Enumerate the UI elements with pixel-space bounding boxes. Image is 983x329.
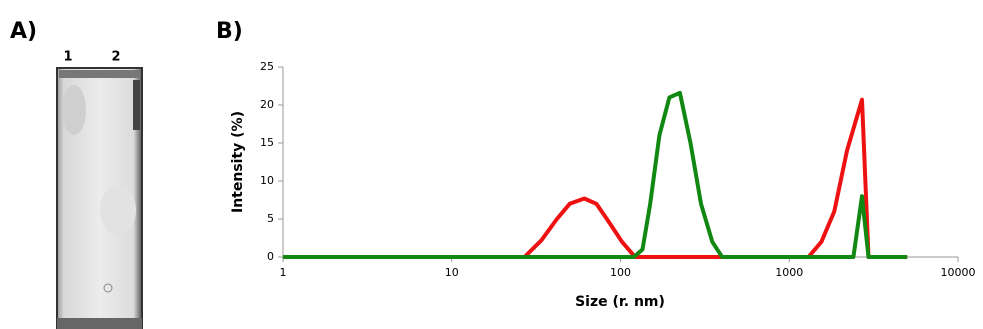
- y-tick-label: 0: [267, 250, 274, 263]
- y-tick-label: 5: [267, 212, 274, 225]
- x-tick-label: 1000: [775, 266, 803, 279]
- lane-label: 1: [63, 50, 72, 65]
- panel-label: A): [10, 19, 37, 44]
- y-axis-label: Intensity (%): [230, 111, 246, 213]
- gel-image: [57, 68, 142, 329]
- panel-label: B): [216, 19, 243, 44]
- data-line: [283, 93, 907, 257]
- x-tick-label: 10: [445, 266, 459, 279]
- x-tick-label: 100: [610, 266, 631, 279]
- y-tick-label: 20: [260, 98, 274, 111]
- data-line: [283, 100, 907, 257]
- y-tick-label: 10: [260, 174, 274, 187]
- x-axis-label: Size (r. nm): [575, 294, 665, 310]
- figure: A) 1 2 B) Size (r. nm) Intensity (%) 0 5 1…: [0, 0, 983, 329]
- y-tick-label: 25: [260, 60, 274, 73]
- x-tick-label: 1: [280, 266, 287, 279]
- x-tick-label: 10000: [941, 266, 976, 279]
- y-tick-label: 15: [260, 136, 274, 149]
- lane-label: 2: [111, 50, 120, 65]
